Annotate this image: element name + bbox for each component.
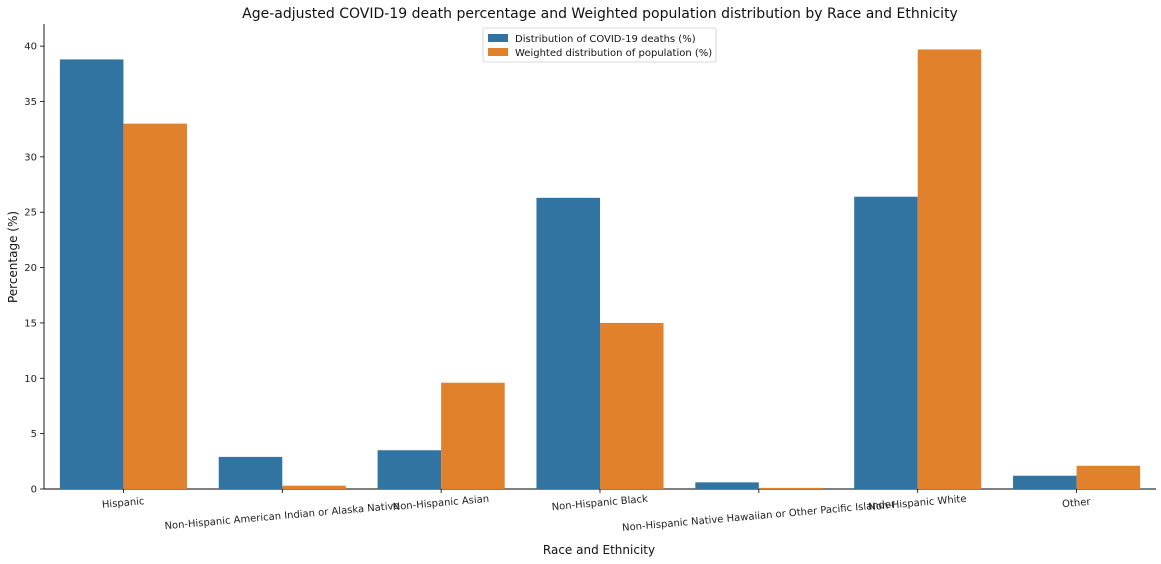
- legend-swatch: [488, 48, 508, 56]
- chart-title: Age-adjusted COVID-19 death percentage a…: [242, 6, 958, 22]
- x-tick-label: Non-Hispanic Black: [551, 494, 648, 513]
- x-tick-label: Non-Hispanic American Indian or Alaska N…: [164, 501, 400, 533]
- x-axis: Hispanic Non-Hispanic American Indian or …: [44, 488, 1156, 534]
- y-tick-label: 10: [24, 374, 37, 385]
- bar-deaths-5: [854, 196, 918, 489]
- y-axis-label: Percentage (%): [6, 211, 20, 303]
- y-tick-label: 25: [24, 208, 37, 219]
- x-tick-label: Hispanic: [102, 496, 145, 511]
- legend-entry: Weighted distribution of population (%): [515, 48, 712, 59]
- bar-deaths-2: [377, 450, 442, 489]
- bar-deaths-4: [695, 482, 759, 489]
- legend: Distribution of COVID-19 deaths (%) Weigh…: [482, 27, 717, 63]
- x-axis-label: Race and Ethnicity: [543, 543, 655, 557]
- y-axis: 0 5 10 15 20 25 30 35 40: [24, 24, 45, 496]
- x-tick-label: Non-Hispanic White: [868, 494, 967, 514]
- x-tick-label: Other: [1062, 497, 1092, 511]
- bar-deaths-0: [59, 59, 124, 490]
- y-tick-label: 35: [24, 97, 37, 108]
- x-tick-label: Non-Hispanic Asian: [392, 494, 489, 513]
- legend-frame: [482, 27, 717, 63]
- y-tick-label: 40: [24, 42, 37, 53]
- bar-population-6: [1076, 465, 1141, 489]
- bar-deaths-3: [536, 197, 600, 490]
- bar-population-5: [917, 49, 982, 489]
- legend-entry: Distribution of COVID-19 deaths (%): [515, 34, 696, 45]
- bar-deaths-1: [218, 456, 283, 489]
- bar-population-4: [758, 487, 823, 489]
- y-tick-label: 30: [24, 152, 37, 163]
- bar-deaths-6: [1013, 475, 1077, 489]
- legend-swatch: [488, 34, 508, 42]
- y-tick-label: 15: [24, 318, 37, 329]
- x-tick-label: Non-Hispanic Native Hawaiian or Other Pa…: [622, 499, 897, 534]
- bar-population-3: [600, 322, 664, 489]
- y-tick-label: 0: [31, 485, 37, 496]
- y-tick-label: 5: [31, 429, 37, 440]
- y-tick-label: 20: [24, 263, 37, 274]
- bars: [59, 49, 1141, 490]
- bar-population-2: [441, 382, 505, 489]
- bar-population-0: [123, 123, 187, 490]
- bar-population-1: [282, 485, 346, 489]
